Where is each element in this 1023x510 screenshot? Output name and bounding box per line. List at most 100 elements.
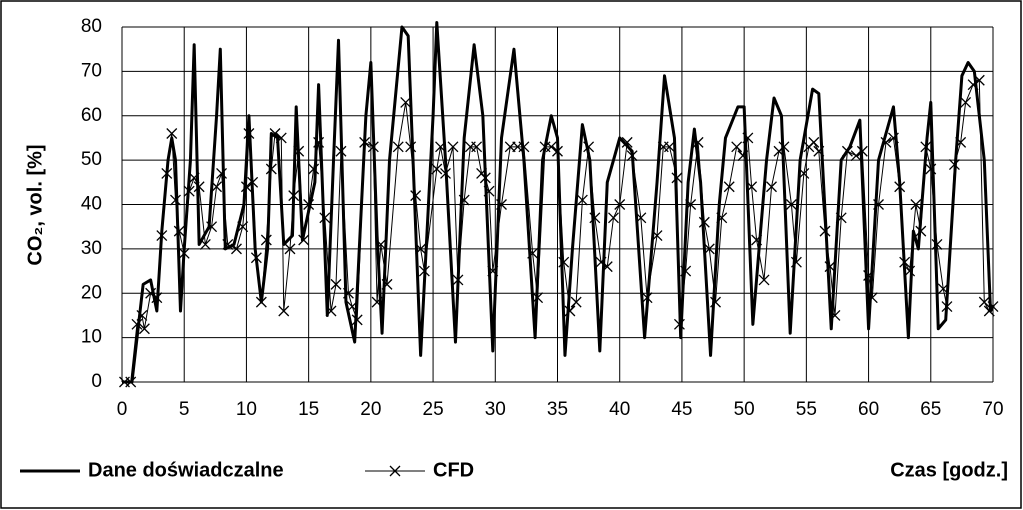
- marker: [716, 212, 728, 224]
- marker: [156, 230, 168, 242]
- marker: [243, 128, 255, 139]
- x-tick-label: 55: [796, 399, 817, 420]
- x-tick-label: 30: [485, 399, 506, 420]
- legend-label: CFD: [433, 459, 474, 481]
- marker: [808, 136, 820, 148]
- marker: [496, 199, 507, 210]
- marker: [955, 136, 967, 148]
- marker: [269, 128, 281, 139]
- marker: [819, 225, 831, 237]
- x-tick-label: 0: [117, 399, 128, 420]
- marker: [856, 145, 868, 157]
- marker: [231, 243, 242, 255]
- x-tick-label: 5: [179, 399, 190, 420]
- marker: [136, 309, 148, 321]
- marker: [313, 136, 325, 148]
- marker: [440, 167, 451, 179]
- y-tick-label: 0: [91, 371, 102, 392]
- marker: [518, 141, 530, 153]
- marker: [308, 163, 320, 175]
- marker: [151, 292, 163, 304]
- marker: [758, 274, 770, 286]
- marker: [237, 221, 249, 233]
- marker: [278, 305, 290, 317]
- marker: [479, 172, 491, 184]
- marker: [487, 265, 499, 277]
- x-tick-label: 20: [360, 399, 381, 420]
- marker: [319, 212, 331, 224]
- marker: [880, 136, 892, 148]
- marker: [960, 96, 972, 108]
- marker: [222, 238, 234, 250]
- marker: [527, 247, 539, 259]
- marker: [346, 301, 358, 313]
- marker: [131, 318, 143, 330]
- marker: [785, 199, 797, 210]
- marker: [866, 292, 878, 304]
- marker: [211, 181, 223, 193]
- y-tick-label: 80: [81, 16, 102, 37]
- marker: [170, 194, 181, 206]
- marker: [392, 141, 404, 153]
- marker: [813, 145, 825, 157]
- marker: [887, 132, 899, 144]
- marker: [589, 212, 601, 224]
- x-tick-label: 40: [609, 399, 630, 420]
- series-line: [122, 21, 995, 384]
- marker: [265, 163, 277, 175]
- x-axis-label: Czas [godz.]: [890, 459, 1008, 481]
- x-tick-label: 25: [423, 399, 444, 420]
- marker: [790, 256, 802, 268]
- marker: [303, 199, 315, 210]
- marker: [778, 141, 790, 153]
- marker: [835, 212, 847, 224]
- marker: [351, 314, 363, 326]
- marker: [937, 283, 949, 295]
- marker: [206, 221, 218, 233]
- marker: [698, 216, 710, 228]
- marker: [247, 176, 259, 188]
- marker: [850, 150, 862, 162]
- marker: [435, 141, 446, 153]
- marker: [284, 243, 296, 255]
- marker: [471, 141, 483, 153]
- legend-label: Dane doświadczalne: [88, 459, 284, 481]
- marker: [894, 181, 906, 193]
- marker: [635, 212, 647, 224]
- marker: [731, 141, 743, 153]
- marker: [240, 181, 252, 193]
- marker: [621, 136, 633, 148]
- marker: [841, 145, 853, 157]
- marker: [576, 194, 588, 206]
- marker: [298, 234, 310, 246]
- marker: [199, 238, 211, 250]
- marker: [641, 292, 653, 304]
- marker: [651, 230, 663, 242]
- marker: [692, 136, 704, 148]
- y-tick-label: 30: [81, 238, 102, 259]
- marker: [948, 159, 960, 171]
- marker: [260, 234, 272, 246]
- marker: [873, 199, 884, 210]
- x-tick-label: 60: [858, 399, 879, 420]
- marker: [664, 141, 675, 153]
- y-axis-label: CO₂, vol. [%]: [24, 144, 46, 265]
- marker: [545, 141, 557, 153]
- x-tick-label: 15: [298, 399, 319, 420]
- marker: [415, 243, 427, 255]
- marker: [915, 225, 927, 237]
- marker: [601, 261, 613, 273]
- marker: [723, 181, 735, 193]
- y-tick-label: 40: [81, 194, 102, 215]
- y-tick-label: 20: [81, 282, 102, 303]
- marker: [570, 296, 582, 308]
- marker: [824, 261, 836, 273]
- marker: [335, 145, 347, 157]
- marker: [863, 270, 875, 281]
- marker: [737, 150, 749, 162]
- marker: [275, 132, 287, 144]
- marker: [829, 309, 841, 321]
- marker: [452, 274, 464, 286]
- marker: [288, 190, 300, 202]
